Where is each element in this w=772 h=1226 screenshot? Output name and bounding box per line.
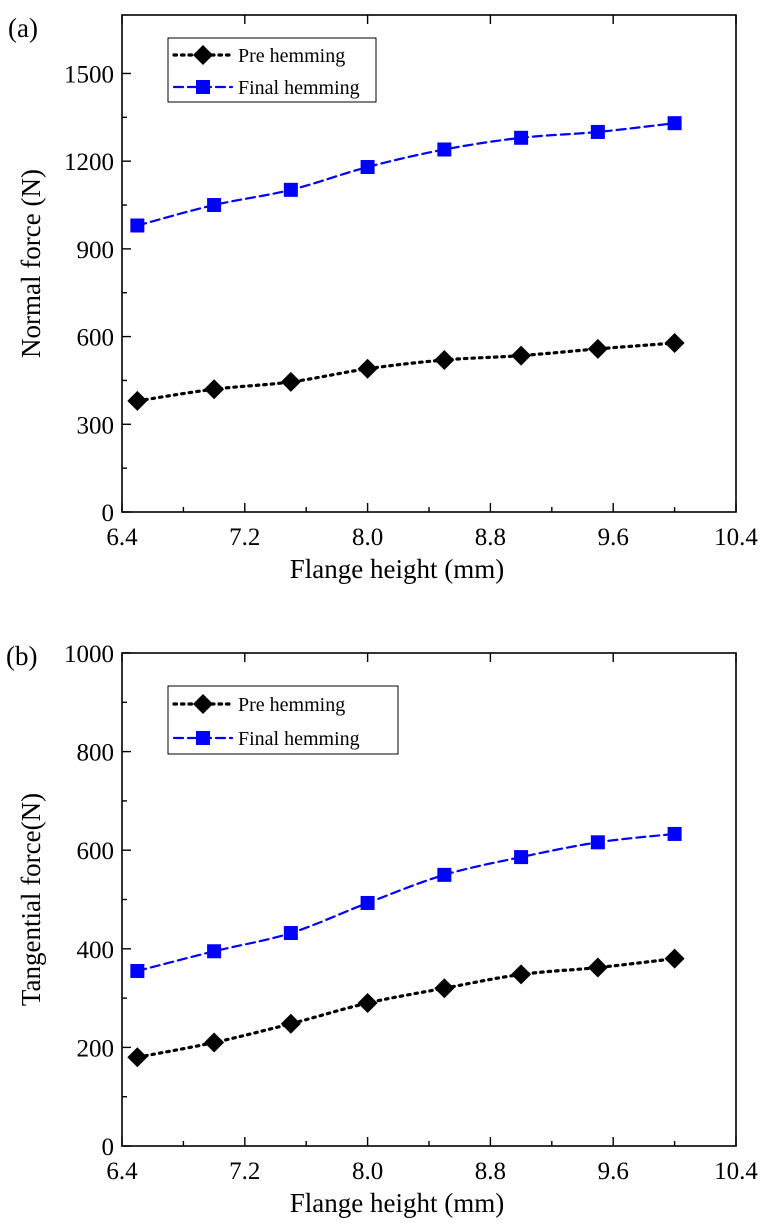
x-tick-label: 9.6 bbox=[598, 524, 629, 551]
final-hemming-point-3 bbox=[360, 895, 375, 910]
final-hemming-point-1 bbox=[207, 944, 222, 959]
x-tick-label: 6.4 bbox=[106, 524, 138, 551]
final-hemming-series-line bbox=[136, 122, 676, 227]
x-axis-title: Flange height (mm) bbox=[290, 1188, 504, 1218]
y-axis-title: Tangential force(N) bbox=[16, 793, 46, 1006]
y-tick-label: 600 bbox=[77, 325, 115, 352]
final-hemming-point-2 bbox=[283, 926, 298, 941]
final-hemming-point-3 bbox=[360, 160, 375, 175]
x-tick-label: 7.2 bbox=[229, 1158, 260, 1185]
y-tick-label: 600 bbox=[77, 838, 115, 865]
pre-hemming-point-7 bbox=[664, 948, 685, 969]
final-hemming-point-7 bbox=[667, 826, 682, 841]
final-hemming-point-2 bbox=[283, 182, 298, 197]
x-tick-label: 10.4 bbox=[714, 1158, 758, 1185]
y-axis-title: Normal force (N) bbox=[16, 169, 46, 358]
pre-hemming-point-6 bbox=[587, 338, 608, 359]
x-tick-label: 8.0 bbox=[352, 524, 383, 551]
y-tick-label: 200 bbox=[77, 1035, 115, 1062]
pre-hemming-point-5 bbox=[511, 964, 532, 985]
y-tick-label: 1200 bbox=[64, 149, 114, 176]
final-hemming-point-0 bbox=[130, 218, 145, 233]
final-hemming-point-0 bbox=[130, 963, 145, 978]
final-hemming-series-line bbox=[136, 832, 676, 973]
pre-hemming-point-3 bbox=[357, 358, 378, 379]
final-hemming-legend-point-marker bbox=[196, 731, 210, 745]
x-tick-label: 6.4 bbox=[106, 1158, 138, 1185]
legend: Pre hemming Final hemming bbox=[167, 685, 399, 755]
pre-hemming-legend-label: Pre hemming bbox=[238, 694, 345, 716]
pre-hemming-point-6 bbox=[587, 957, 608, 978]
final-hemming-point-5 bbox=[514, 850, 529, 865]
x-tick-label: 8.8 bbox=[475, 1158, 506, 1185]
final-hemming-point-7 bbox=[667, 116, 682, 131]
final-hemming-point-4 bbox=[437, 867, 452, 882]
final-hemming-legend-label: Final hemming bbox=[238, 77, 360, 99]
y-tick-label: 300 bbox=[77, 412, 115, 439]
panel-label: (a) bbox=[8, 13, 38, 43]
legend: Pre hemming Final hemming bbox=[167, 37, 377, 103]
x-tick-label: 7.2 bbox=[229, 524, 260, 551]
pre-hemming-point-1 bbox=[204, 379, 225, 400]
panel-b: 6.4 7.2 8.0 8.8 9.6 10.4 0 200 400 600 800 1000 Flan… bbox=[6, 641, 758, 1218]
final-hemming-point-5 bbox=[514, 130, 529, 145]
y-tick-label: 900 bbox=[77, 237, 115, 264]
pre-hemming-point-2 bbox=[280, 371, 301, 392]
pre-hemming-point-0 bbox=[127, 1047, 148, 1068]
y-tick-label: 0 bbox=[102, 1134, 115, 1161]
y-tick-label: 1500 bbox=[64, 61, 114, 88]
x-axis-title: Flange height (mm) bbox=[290, 554, 504, 584]
y-tick-label: 0 bbox=[102, 500, 115, 527]
pre-hemming-legend-label: Pre hemming bbox=[238, 45, 345, 67]
x-tick-label: 9.6 bbox=[598, 1158, 629, 1185]
pre-hemming-point-0 bbox=[127, 390, 148, 411]
pre-hemming-point-4 bbox=[434, 349, 455, 370]
pre-hemming-point-3 bbox=[357, 993, 378, 1014]
pre-hemming-point-5 bbox=[511, 345, 532, 366]
panel-a: 6.4 7.2 8.0 8.8 9.6 10.4 0 300 600 900 1200 1500 Fla… bbox=[8, 13, 758, 584]
final-hemming-legend-label: Final hemming bbox=[238, 728, 360, 750]
y-tick-label: 1000 bbox=[64, 641, 114, 668]
x-tick-label: 8.8 bbox=[475, 524, 506, 551]
x-tick-label: 8.0 bbox=[352, 1158, 383, 1185]
pre-hemming-point-4 bbox=[434, 978, 455, 999]
final-hemming-legend-point-marker bbox=[196, 80, 210, 94]
final-hemming-point-6 bbox=[590, 124, 605, 139]
x-tick-label: 10.4 bbox=[714, 524, 758, 551]
final-hemming-point-4 bbox=[437, 142, 452, 157]
final-hemming-point-1 bbox=[207, 198, 222, 213]
y-tick-label: 800 bbox=[77, 740, 115, 767]
pre-hemming-point-2 bbox=[280, 1013, 301, 1034]
pre-hemming-legend-point-marker bbox=[193, 45, 213, 65]
pre-hemming-legend-point-marker bbox=[193, 694, 213, 714]
y-tick-label: 400 bbox=[77, 937, 115, 964]
panel-label: (b) bbox=[6, 641, 37, 671]
pre-hemming-point-7 bbox=[664, 333, 685, 354]
pre-hemming-point-1 bbox=[204, 1032, 225, 1053]
final-hemming-point-6 bbox=[590, 835, 605, 850]
